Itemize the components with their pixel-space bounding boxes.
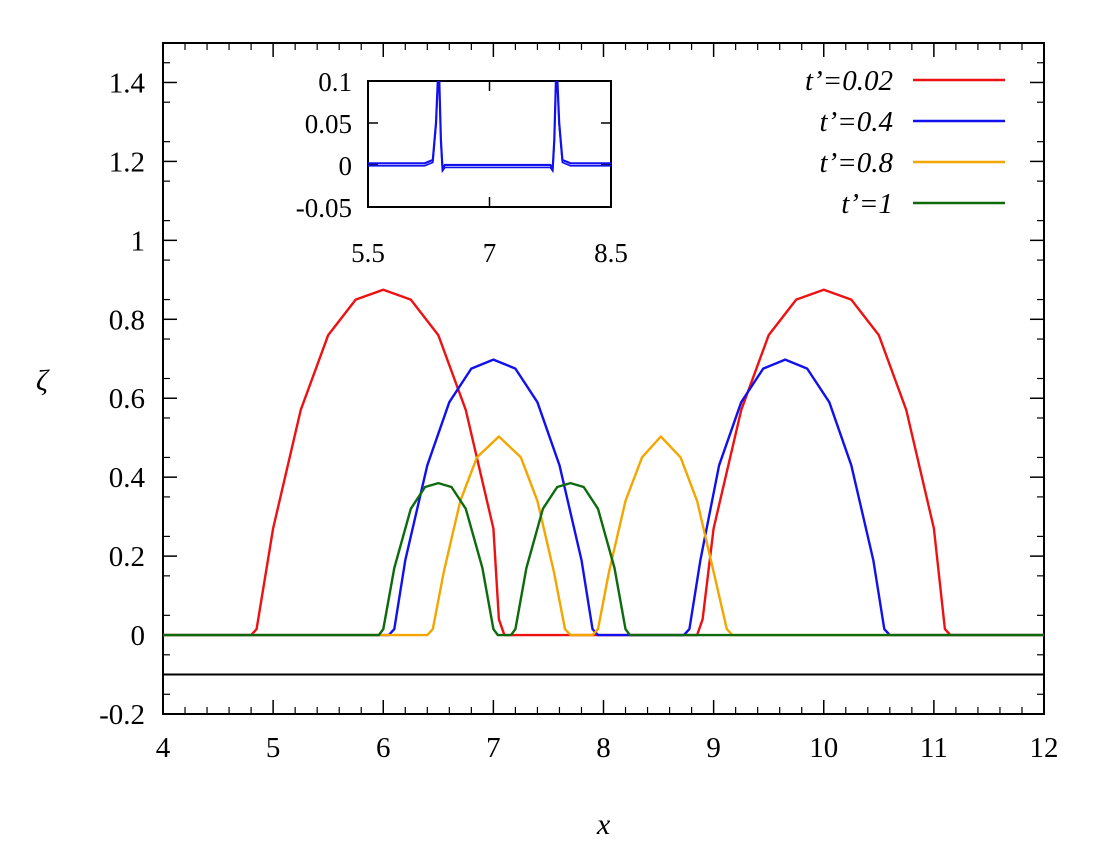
legend-label-3: t’=0.8 [819, 147, 893, 179]
x-tick-label: 10 [809, 732, 838, 764]
y-tick-label: 0.4 [109, 462, 146, 494]
y-tick-label: 0.6 [109, 383, 145, 415]
x-axis-label: x [596, 808, 611, 841]
x-tick-label: 5 [266, 732, 281, 764]
x-tick-label: 9 [706, 732, 721, 764]
inset-y-tick-label: 0 [339, 151, 353, 181]
inset-plot: 5.5 7 8.5 -0.05 0 0.05 0.1 [296, 67, 628, 268]
x-tick-label: 6 [376, 732, 391, 764]
y-tick-label: 1.2 [109, 146, 145, 178]
inset-x-tick-label: 5.5 [351, 238, 385, 268]
legend-label-2: t’=0.4 [819, 106, 893, 138]
inset-series-line-2 [368, 81, 611, 174]
y-tick-label: 0.2 [109, 541, 145, 573]
inset-x-tick-label: 8.5 [594, 238, 628, 268]
y-tick-label: 1.4 [109, 67, 146, 99]
inset-frame [367, 80, 612, 208]
series-line-1 [163, 288, 1044, 637]
x-tick-label: 12 [1030, 732, 1059, 764]
inset-y-tick-label: 0.1 [318, 67, 352, 97]
legend-label-4: t’=1 [841, 188, 893, 220]
x-tick-label: 8 [596, 732, 611, 764]
y-tick-label: 1 [131, 225, 146, 257]
inset-x-tick-label: 7 [483, 238, 497, 268]
series-line-2 [163, 358, 1044, 637]
series-line-3 [163, 435, 1044, 637]
legend: t’=0.02 t’=0.4 t’=0.8 t’=1 [805, 65, 1005, 220]
x-tick-label: 4 [156, 732, 171, 764]
y-tick-label: 0 [131, 620, 146, 652]
x-tick-label: 11 [920, 732, 948, 764]
series-line-4 [163, 481, 1044, 637]
legend-label-1: t’=0.02 [805, 65, 893, 97]
y-axis-label: ζ [36, 364, 50, 397]
y-tick-label: -0.2 [99, 699, 145, 731]
y-tick-label: 0.8 [109, 304, 145, 336]
x-tick-label: 7 [486, 732, 501, 764]
inset-y-tick-label: -0.05 [296, 193, 352, 223]
inset-y-tick-label: 0.05 [305, 109, 352, 139]
plot-area: 4 5 6 7 8 9 10 11 12 -0.2 0 0.2 0.4 0.6 0.8 1 1.2 1.4 [99, 42, 1059, 764]
